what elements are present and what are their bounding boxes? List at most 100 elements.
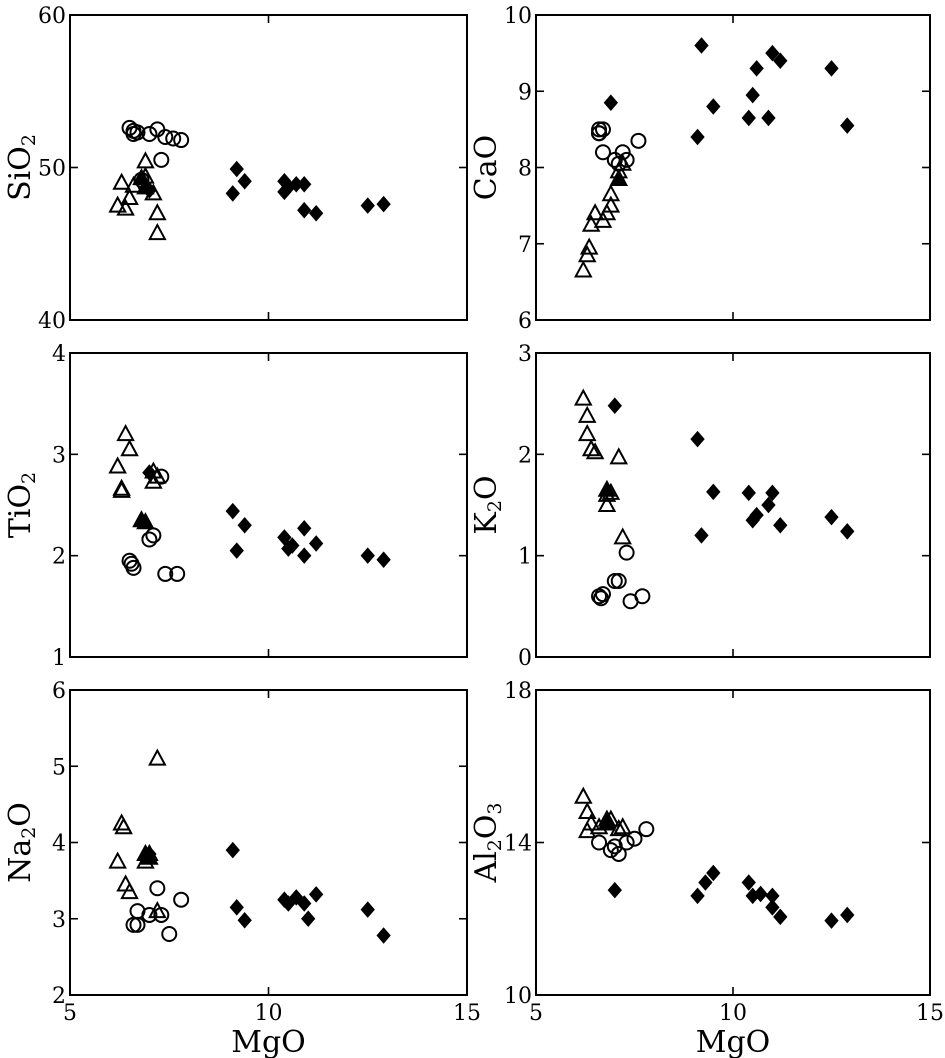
x-tick-label: 10 bbox=[255, 1001, 283, 1026]
y-tick-label: 3 bbox=[518, 342, 532, 367]
series-circle-open bbox=[125, 880, 190, 942]
x-axis-title: MgO bbox=[696, 1025, 771, 1058]
open-triangle-point bbox=[613, 817, 632, 835]
filled-diamond-point bbox=[237, 517, 252, 534]
filled-diamond-point bbox=[706, 98, 721, 115]
y-tick-label: 4 bbox=[52, 342, 66, 367]
filled-diamond-point bbox=[142, 845, 157, 863]
open-triangle-point bbox=[581, 439, 601, 457]
open-triangle-point bbox=[116, 198, 135, 216]
open-circle-point bbox=[618, 151, 635, 168]
series-diamond-filled bbox=[142, 464, 391, 568]
series-circle-open bbox=[121, 119, 190, 188]
open-triangle-point bbox=[577, 801, 597, 819]
filled-diamond-point bbox=[765, 899, 780, 916]
open-triangle-point bbox=[579, 237, 599, 255]
chart-panel-1: 40 50 60 SiO2 bbox=[3, 4, 468, 334]
open-triangle-point bbox=[108, 456, 127, 474]
open-triangle-point bbox=[577, 405, 597, 423]
series-triangle-open bbox=[108, 748, 167, 919]
series-triangle-open bbox=[573, 153, 632, 278]
open-triangle-point bbox=[148, 203, 167, 221]
series-diamond-filled bbox=[142, 160, 391, 222]
filled-diamond-point bbox=[142, 182, 157, 199]
open-circle-point bbox=[133, 171, 150, 188]
filled-diamond-point bbox=[229, 899, 244, 916]
open-triangle-point bbox=[573, 786, 593, 804]
y-tick-label: 40 bbox=[38, 309, 66, 334]
open-circle-point bbox=[594, 144, 611, 161]
series-diamond-filled bbox=[603, 37, 855, 146]
filled-diamond-point bbox=[840, 117, 855, 134]
filled-diamond-point bbox=[773, 908, 788, 926]
open-triangle-point bbox=[136, 151, 155, 169]
open-circle-point bbox=[610, 845, 627, 862]
filled-diamond-point bbox=[229, 160, 244, 178]
open-circle-point bbox=[141, 906, 158, 923]
open-circle-point bbox=[125, 559, 142, 576]
filled-diamond-point bbox=[285, 537, 300, 554]
open-triangle-point bbox=[144, 471, 163, 489]
open-circle-point bbox=[153, 151, 170, 168]
filled-diamond-point bbox=[773, 517, 788, 534]
series-diamond-filled bbox=[607, 397, 855, 544]
open-circle-point bbox=[594, 121, 611, 138]
y-tick-label: 7 bbox=[518, 233, 532, 258]
filled-diamond-point bbox=[308, 886, 324, 903]
filled-diamond-point bbox=[308, 535, 324, 552]
x-axis-title: MgO bbox=[231, 1025, 306, 1058]
open-triangle-point bbox=[577, 423, 597, 442]
filled-diamond-point bbox=[761, 496, 776, 514]
filled-diamond-point bbox=[824, 60, 839, 77]
y-tick-label: 10 bbox=[504, 4, 532, 29]
filled-diamond-point bbox=[690, 430, 705, 448]
filled-diamond-point bbox=[706, 864, 721, 882]
filled-diamond-point bbox=[376, 551, 391, 568]
filled-diamond-point bbox=[741, 484, 756, 502]
filled-diamond-point bbox=[824, 912, 839, 929]
open-circle-point bbox=[591, 834, 608, 851]
open-triangle-point bbox=[116, 423, 135, 442]
open-triangle-point bbox=[581, 214, 601, 232]
series-triangle-filled bbox=[132, 510, 155, 530]
x-tick-label: 15 bbox=[453, 1001, 481, 1026]
open-triangle-point bbox=[585, 203, 605, 221]
filled-diamond-point bbox=[376, 927, 391, 944]
open-triangle-point bbox=[120, 881, 139, 900]
open-circle-point bbox=[593, 590, 610, 607]
y-tick-label: 5 bbox=[52, 755, 66, 780]
filled-diamond-point bbox=[360, 547, 375, 564]
open-triangle-point bbox=[112, 172, 131, 190]
open-circle-point bbox=[153, 906, 170, 923]
filled-diamond-point bbox=[690, 887, 705, 905]
filled-diamond-point bbox=[741, 109, 756, 127]
y-axis-title: Al2O3 bbox=[469, 802, 506, 883]
y-tick-label: 2 bbox=[52, 984, 66, 1009]
y-tick-label: 3 bbox=[52, 908, 66, 933]
filled-diamond-point bbox=[753, 885, 768, 903]
filled-diamond-point bbox=[698, 874, 713, 891]
filled-diamond-point bbox=[706, 483, 721, 501]
open-triangle-point bbox=[601, 195, 621, 213]
filled-diamond-point bbox=[225, 502, 240, 520]
filled-diamond-point bbox=[745, 86, 760, 104]
series-circle-open bbox=[591, 121, 647, 172]
open-circle-point bbox=[610, 155, 627, 172]
filled-diamond-point bbox=[225, 185, 240, 202]
open-circle-point bbox=[157, 565, 174, 582]
open-circle-point bbox=[634, 588, 651, 605]
y-tick-label: 2 bbox=[518, 443, 532, 468]
series-triangle-open bbox=[573, 388, 632, 545]
filled-diamond-point bbox=[225, 841, 240, 859]
open-circle-point bbox=[169, 565, 186, 582]
filled-diamond-point bbox=[237, 912, 252, 929]
open-circle-point bbox=[638, 821, 655, 838]
filled-diamond-point bbox=[840, 523, 855, 540]
chart-panel-2: 6 7 8 9 10 CaO bbox=[469, 4, 931, 334]
filled-diamond-point bbox=[301, 910, 316, 928]
open-triangle-point bbox=[148, 748, 167, 766]
filled-diamond-point bbox=[765, 484, 780, 502]
y-tick-label: 1 bbox=[518, 545, 532, 570]
open-circle-point bbox=[149, 880, 166, 897]
